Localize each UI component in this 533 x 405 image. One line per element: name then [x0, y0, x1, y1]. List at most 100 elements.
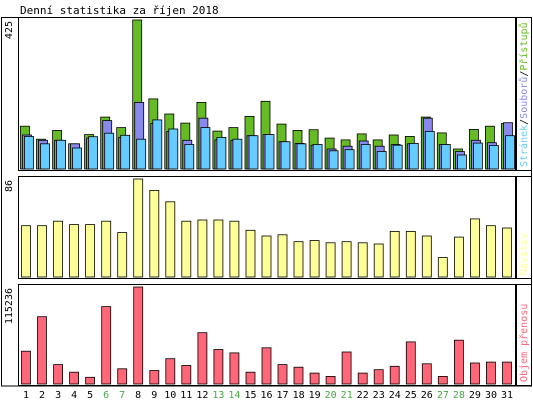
bar-objem-prenosu — [245, 371, 256, 385]
bar-stranek — [296, 143, 307, 170]
bar-stranek — [136, 138, 147, 170]
panel-legend: Návštěv — [518, 233, 530, 275]
x-tick-label: 5 — [87, 390, 93, 401]
bar-objem-prenosu — [469, 362, 480, 385]
y-max-label: 425 — [4, 21, 15, 39]
x-tick-label: 8 — [135, 390, 141, 401]
bar-stranek — [312, 144, 323, 170]
bar-navstev — [181, 220, 192, 278]
bar-stranek — [168, 128, 179, 170]
legend-separator: / — [519, 71, 530, 77]
bar-navstev — [197, 219, 208, 278]
legend-entry-2: Přístupů — [518, 22, 530, 70]
x-tick-label: 25 — [405, 390, 417, 401]
bar-stranek — [184, 144, 195, 170]
bar-navstev — [421, 235, 432, 278]
bar-stranek — [72, 147, 82, 170]
bar-navstev — [502, 227, 512, 278]
bar-stranek — [472, 142, 483, 170]
bar-objem-prenosu — [229, 352, 240, 385]
bar-navstev — [325, 242, 336, 278]
bar-stranek — [200, 127, 211, 170]
x-tick-label: 26 — [421, 390, 433, 401]
legend-separator: / — [519, 119, 530, 125]
bar-navstev — [357, 242, 368, 278]
bar-navstev — [453, 236, 464, 278]
panel-legend-frame — [516, 284, 532, 386]
x-tick-label: 27 — [437, 390, 449, 401]
bar-objem-prenosu — [405, 341, 416, 385]
y-max-label: 86 — [4, 180, 15, 192]
x-tick-label: 10 — [164, 390, 176, 401]
bar-stranek — [424, 131, 435, 170]
panel-frame — [18, 17, 516, 171]
bar-navstev — [373, 243, 384, 278]
bar-objem-prenosu — [293, 366, 304, 385]
x-tick-label: 29 — [469, 390, 481, 401]
x-tick-label: 11 — [180, 390, 192, 401]
x-tick-label: 3 — [55, 390, 61, 401]
x-tick-label: 19 — [309, 390, 321, 401]
bar-stranek — [56, 139, 66, 170]
bar-navstev — [213, 219, 224, 278]
bar-stranek — [392, 144, 403, 170]
bar-navstev — [149, 189, 160, 278]
bar-stranek — [440, 144, 451, 170]
bar-objem-prenosu — [437, 375, 448, 385]
bar-objem-prenosu — [165, 358, 176, 385]
bar-objem-prenosu — [53, 364, 63, 385]
bar-stranek — [505, 135, 515, 170]
bar-objem-prenosu — [453, 339, 464, 385]
chart-title: Denní statistika za říjen 2018 — [20, 4, 219, 17]
bar-stranek — [488, 145, 499, 170]
bar-navstev — [37, 225, 47, 278]
bar-stranek — [88, 136, 98, 170]
bar-navstev — [437, 257, 448, 278]
bar-objem-prenosu — [357, 372, 368, 385]
bar-stranek — [232, 138, 243, 170]
bar-stranek — [216, 136, 227, 170]
bar-stranek — [456, 154, 467, 170]
x-tick-label: 9 — [151, 390, 157, 401]
bar-objem-prenosu — [341, 351, 352, 385]
bar-objem-prenosu — [389, 365, 400, 385]
x-tick-label: 21 — [341, 390, 353, 401]
x-tick-label: 12 — [196, 390, 208, 401]
bar-objem-prenosu — [69, 371, 79, 385]
x-tick-label: 28 — [453, 390, 465, 401]
bar-navstev — [341, 241, 352, 278]
bar-objem-prenosu — [325, 375, 336, 385]
bar-navstev — [21, 225, 31, 278]
bar-stranek — [264, 134, 275, 170]
bar-stranek — [344, 149, 355, 170]
chart-outer-frame — [1, 17, 532, 387]
x-tick-label: 7 — [119, 390, 125, 401]
x-tick-label: 15 — [244, 390, 256, 401]
bar-objem-prenosu — [21, 350, 31, 385]
x-tick-label: 16 — [260, 390, 272, 401]
y-max-label: 115236 — [4, 288, 15, 324]
x-tick-label: 13 — [212, 390, 224, 401]
bar-stranek — [280, 141, 291, 170]
panel-legend: Objem přenosu — [518, 304, 530, 382]
bar-objem-prenosu — [261, 347, 272, 385]
bar-stranek — [24, 135, 34, 170]
x-tick-label: 20 — [325, 390, 337, 401]
bar-stranek — [40, 143, 50, 170]
bar-objem-prenosu — [485, 361, 496, 385]
bar-objem-prenosu — [37, 316, 47, 385]
x-tick-label: 24 — [389, 390, 401, 401]
bar-objem-prenosu — [133, 286, 144, 385]
bar-navstev — [85, 224, 95, 278]
x-tick-label: 18 — [293, 390, 305, 401]
legend-entry-1: Souborů — [518, 77, 530, 119]
bar-navstev — [389, 230, 400, 278]
legend-entry-0: Stránek — [518, 125, 530, 167]
bar-objem-prenosu — [421, 363, 432, 385]
bar-navstev — [53, 220, 63, 278]
bar-navstev — [165, 201, 176, 278]
bar-objem-prenosu — [197, 332, 208, 385]
x-tick-label: 31 — [501, 390, 513, 401]
x-tick-label: 2 — [39, 390, 45, 401]
